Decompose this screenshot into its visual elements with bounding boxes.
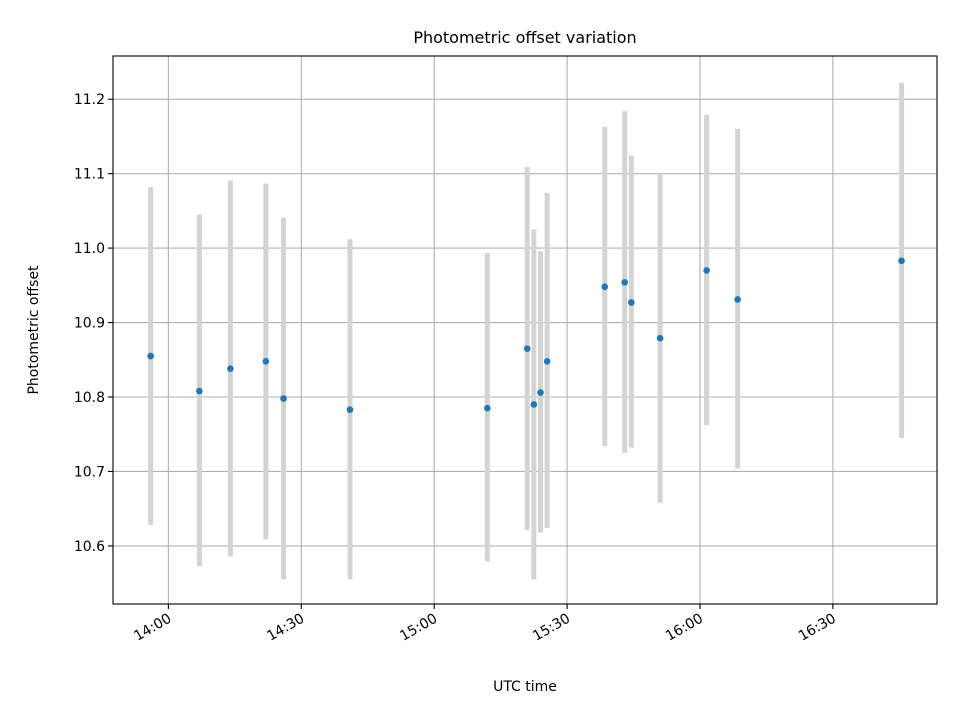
x-tick-label: 16:00 [663,611,706,645]
data-point [280,395,287,402]
data-point [262,357,270,365]
x-tick-label: 15:30 [530,611,573,645]
data-point [147,352,154,360]
y-tick-label: 10.8 [74,390,105,406]
x-tick-label: 16:30 [796,611,839,645]
data-point [196,387,203,395]
data-point [628,299,635,306]
data-point [621,279,628,286]
axis-ticks: 14:00 14:30 15:00 15:30 16:00 16:30 10.6 10.7 10… [74,92,839,644]
y-tick-label: 11.0 [74,241,105,257]
y-axis-label: Photometric offset [26,265,42,395]
y-tick-label: 10.9 [74,316,105,332]
data-point [484,404,491,412]
x-axis-label: UTC time [493,679,557,695]
data-point [734,296,741,303]
x-tick-label: 14:30 [264,611,307,645]
error-bars [148,82,905,580]
y-tick-label: 10.7 [74,464,105,480]
data-point [227,365,234,373]
x-tick-label: 14:00 [131,611,174,645]
y-tick-label: 11.2 [74,92,105,108]
data-point [601,283,609,291]
data-point [543,357,551,365]
data-point [523,345,531,352]
data-points [147,257,905,413]
data-point [656,334,664,342]
plot-frame [112,55,938,605]
x-tick-label: 15:00 [397,611,440,645]
data-point [703,267,710,274]
data-point [530,401,538,408]
y-tick-label: 11.1 [74,167,105,183]
data-point [537,389,544,396]
data-point [898,257,905,265]
y-tick-label: 10.6 [74,539,105,555]
data-point [346,406,354,413]
chart-title: Photometric offset variation [413,28,636,47]
